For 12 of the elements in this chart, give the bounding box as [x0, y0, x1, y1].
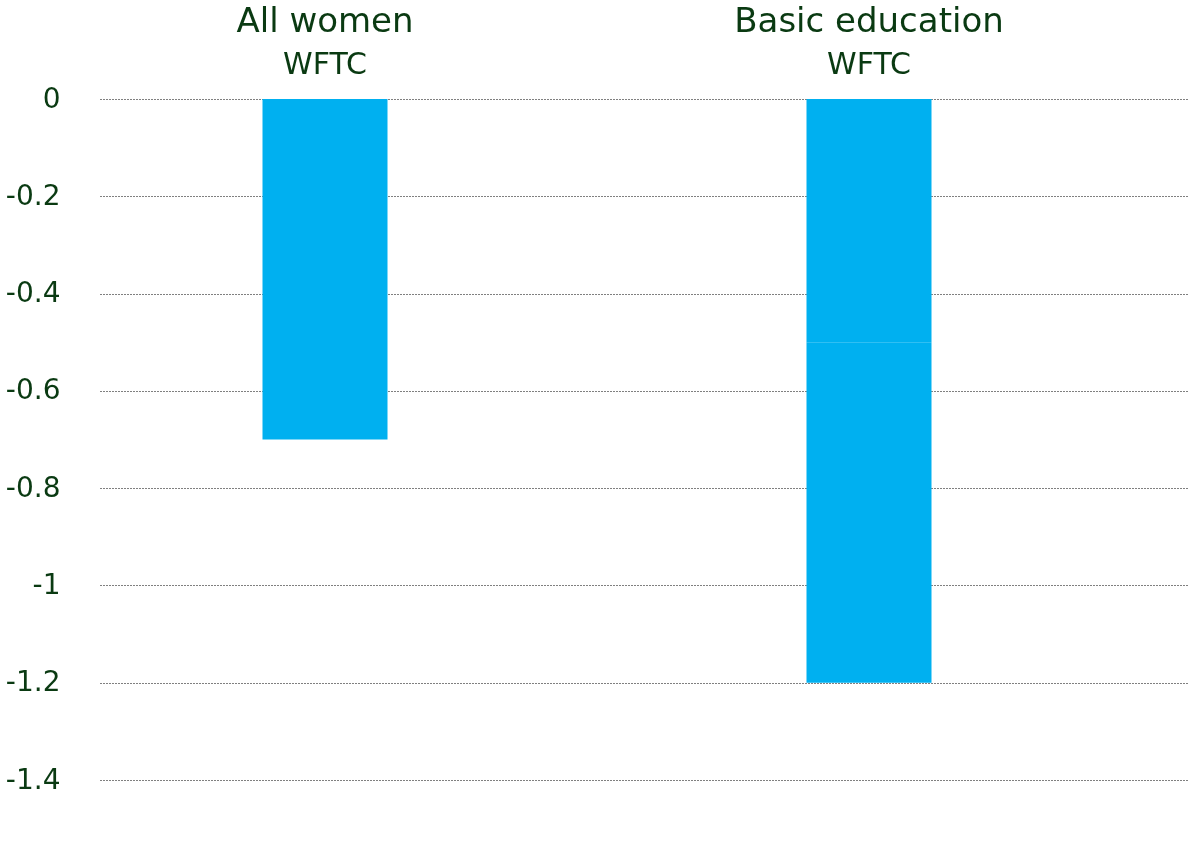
y-tick-label: -1.4	[5, 762, 61, 796]
y-tick-label: -1.2	[5, 665, 61, 699]
y-tick-label: -0.6	[5, 373, 61, 407]
y-tick-label: -0.2	[5, 178, 61, 212]
y-tick-label: -0.8	[5, 470, 61, 504]
x-tick-label: WFTC	[827, 45, 911, 81]
chart-title: Basic education	[734, 0, 1004, 40]
chart-title: All women	[236, 0, 414, 40]
y-tick-label: -0.4	[5, 276, 61, 310]
y-tick-label: -1	[32, 567, 61, 601]
x-tick-label: WFTC	[283, 45, 367, 81]
y-tick-label: 0	[42, 81, 61, 115]
